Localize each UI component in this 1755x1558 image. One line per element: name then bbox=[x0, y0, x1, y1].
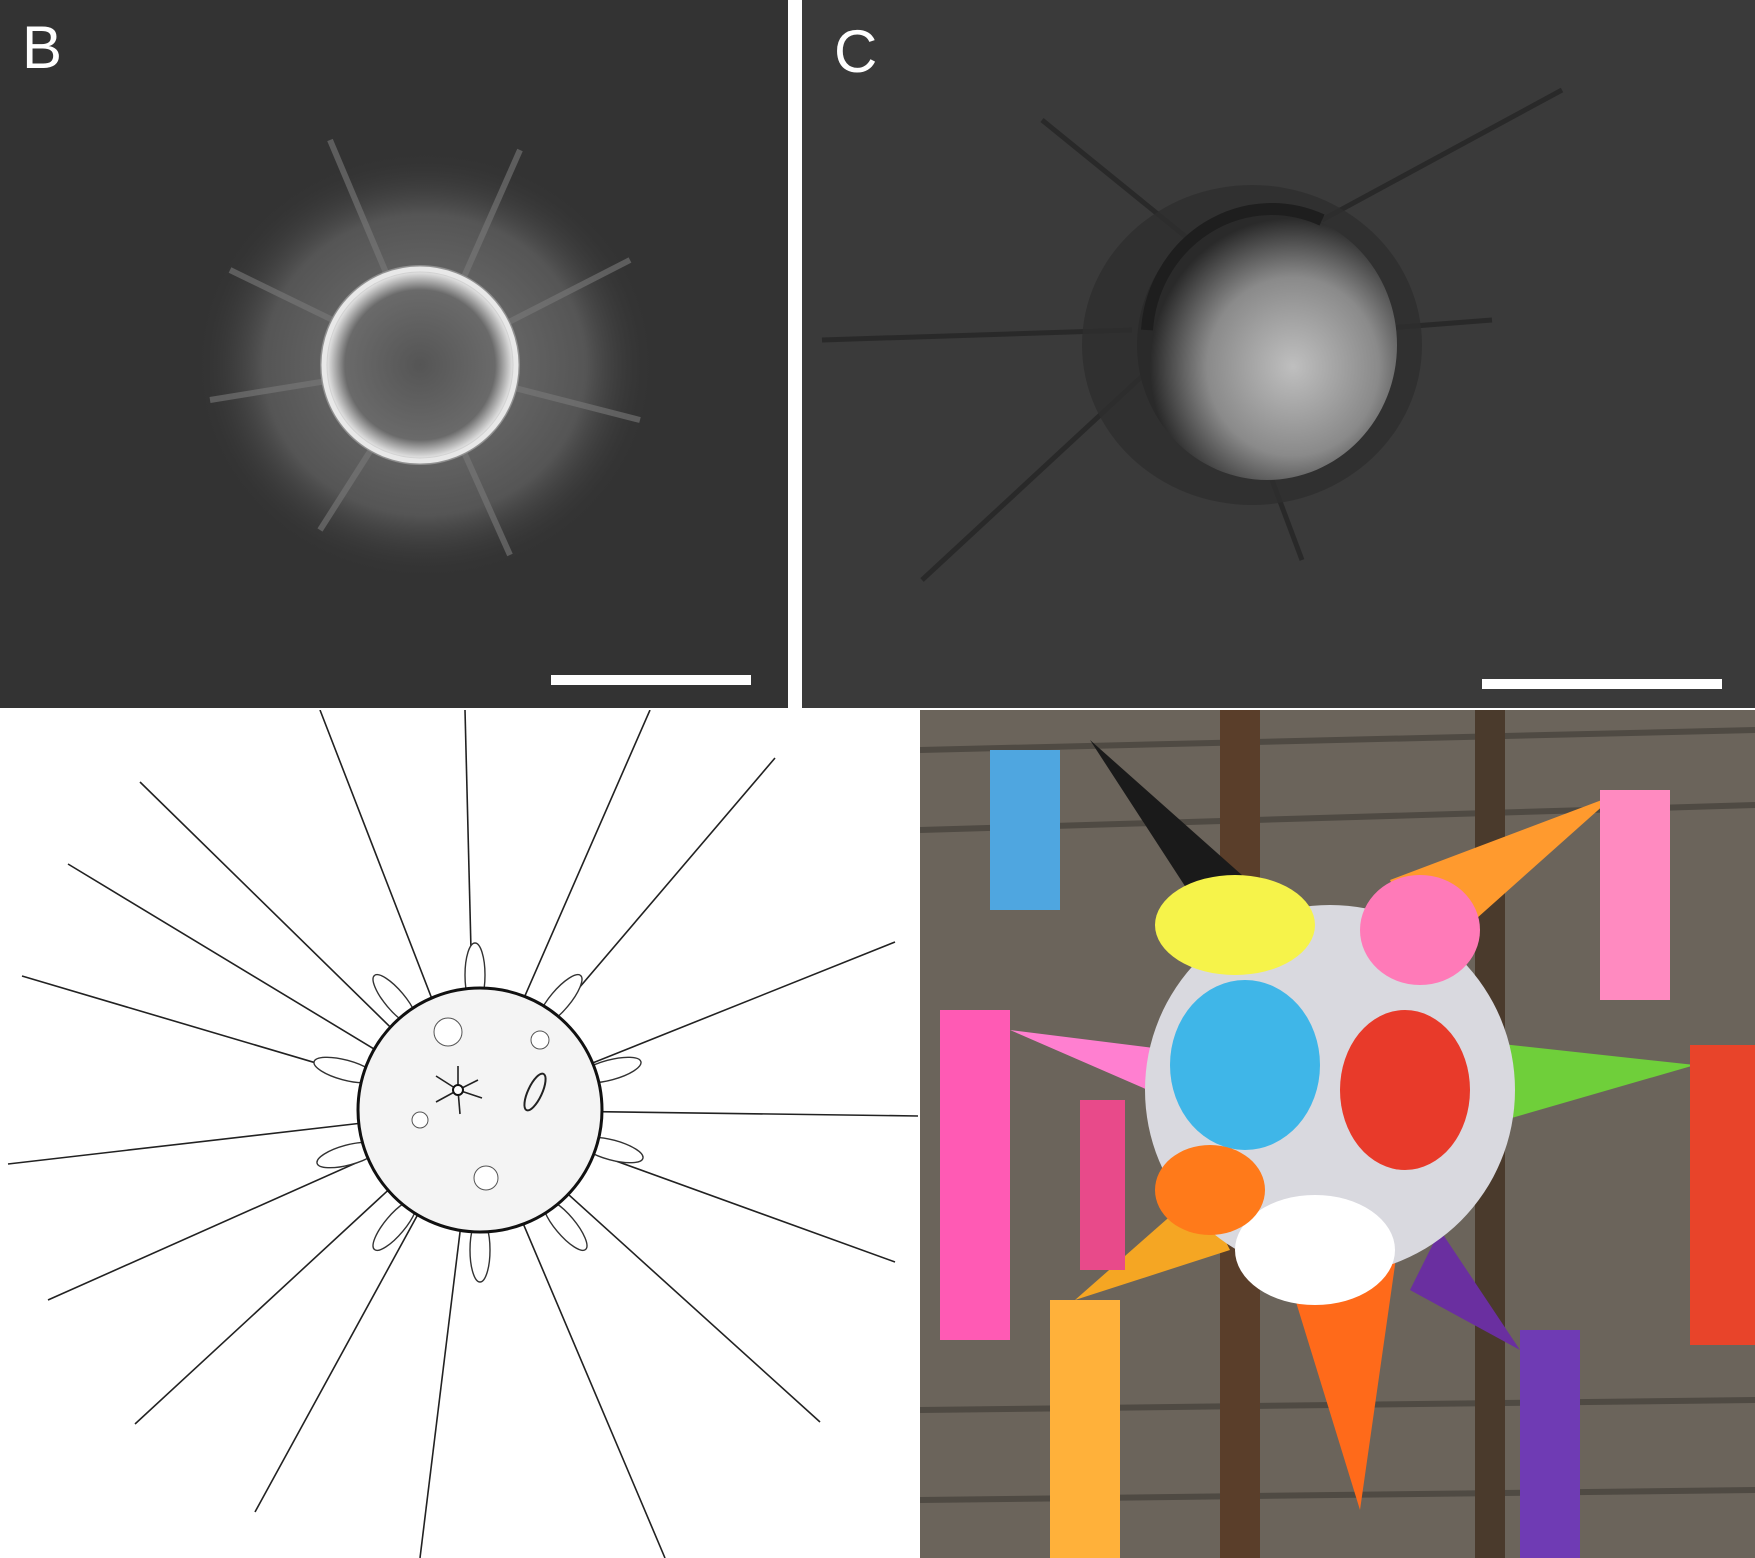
drawing-panel bbox=[0, 710, 918, 1558]
cell-body bbox=[320, 265, 520, 465]
panel-label-b: B bbox=[22, 14, 63, 81]
organism-drawing bbox=[7, 710, 918, 1558]
tassels bbox=[940, 750, 1755, 1558]
cell-rim bbox=[1141, 203, 1325, 331]
centrosome bbox=[452, 1084, 464, 1096]
centrosome-star bbox=[435, 1066, 483, 1115]
cell-membrane bbox=[321, 266, 519, 464]
cell-body bbox=[1137, 210, 1397, 480]
panel-label-c: C bbox=[834, 18, 878, 85]
cell-image-b bbox=[195, 138, 655, 580]
vacuoles bbox=[411, 1017, 550, 1191]
inclusion bbox=[523, 1072, 547, 1112]
micrograph-panel-c: C bbox=[802, 0, 1755, 708]
photo-panel bbox=[920, 710, 1755, 1558]
micrograph-panel-b: B bbox=[0, 0, 788, 708]
pinata-photo bbox=[920, 710, 1755, 1558]
pinata-fringe bbox=[1155, 875, 1480, 1305]
cell-body bbox=[356, 986, 604, 1234]
scale-bar-b bbox=[551, 675, 751, 685]
cell-image-c bbox=[821, 87, 1564, 582]
scale-bar-c bbox=[1482, 679, 1722, 689]
cell-spines bbox=[209, 138, 641, 557]
